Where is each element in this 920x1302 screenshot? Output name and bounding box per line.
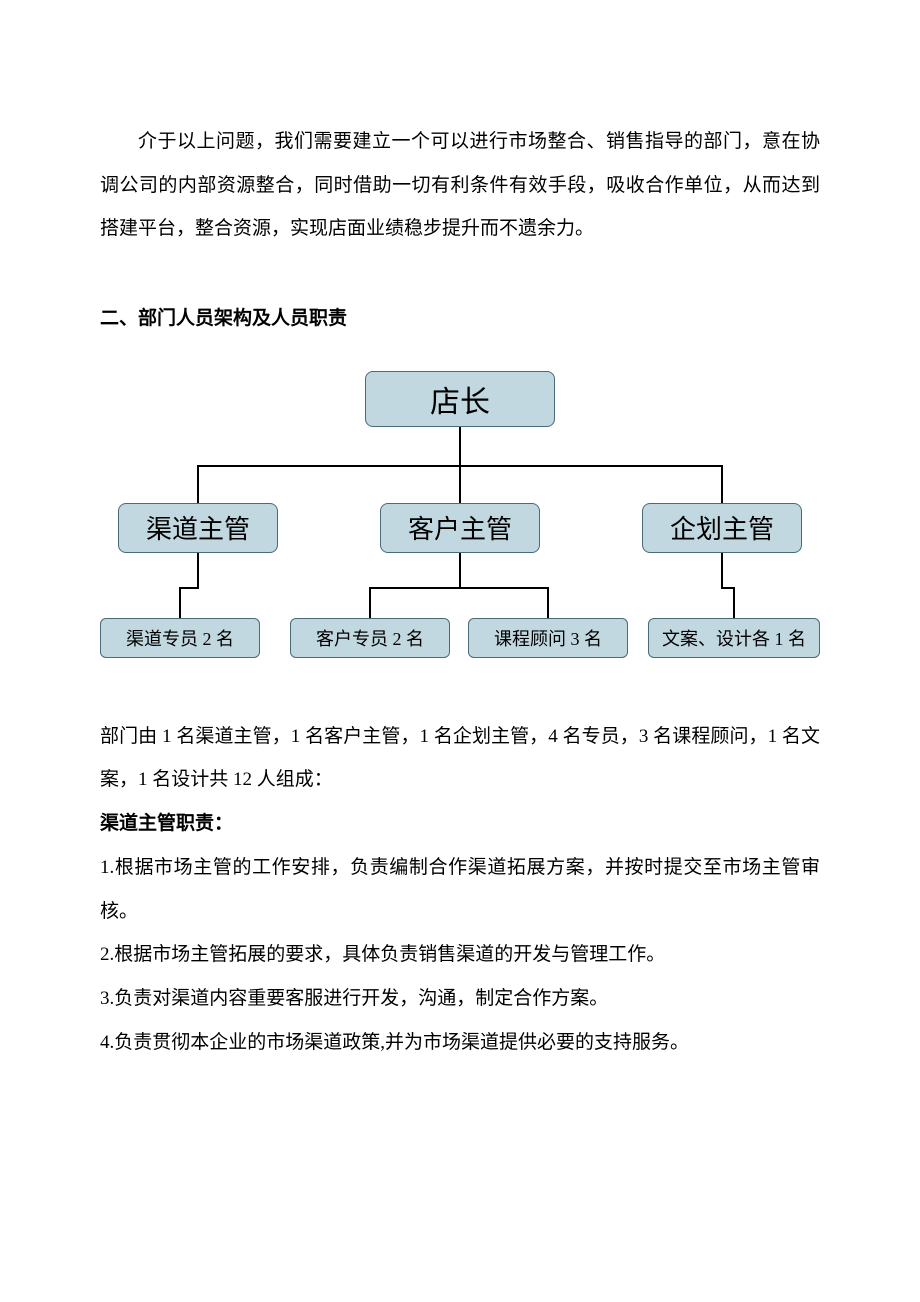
chart-connector bbox=[459, 465, 461, 503]
org-node-course-advisor: 课程顾问 3 名 bbox=[468, 618, 628, 658]
org-node-label: 课程顾问 3 名 bbox=[494, 625, 602, 651]
chart-connector bbox=[721, 553, 723, 589]
org-node-channel-staff: 渠道专员 2 名 bbox=[100, 618, 260, 658]
chart-connector bbox=[197, 465, 199, 503]
org-node-label: 客户专员 2 名 bbox=[316, 625, 424, 651]
org-node-customer-staff: 客户专员 2 名 bbox=[290, 618, 450, 658]
org-node-label: 渠道主管 bbox=[146, 509, 250, 546]
chart-connector bbox=[369, 587, 549, 589]
chart-connector bbox=[197, 553, 199, 589]
duties-heading: 渠道主管职责： bbox=[100, 802, 820, 846]
org-chart: 店长 渠道主管 客户主管 企划主管 渠道专员 2 名 客户专员 2 名 课程顾问… bbox=[100, 371, 820, 671]
org-node-root: 店长 bbox=[365, 371, 555, 427]
org-node-label: 渠道专员 2 名 bbox=[126, 625, 234, 651]
chart-connector bbox=[733, 587, 735, 618]
org-node-label: 企划主管 bbox=[670, 509, 774, 546]
org-node-planning-mgr: 企划主管 bbox=[642, 503, 802, 553]
section-heading: 二、部门人员架构及人员职责 bbox=[100, 297, 820, 341]
intro-paragraph: 介于以上问题，我们需要建立一个可以进行市场整合、销售指导的部门，意在协调公司的内… bbox=[100, 120, 820, 251]
duty-item: 4.负责贯彻本企业的市场渠道政策,并为市场渠道提供必要的支持服务。 bbox=[100, 1021, 820, 1065]
chart-connector bbox=[721, 465, 723, 503]
org-node-label: 店长 bbox=[430, 377, 490, 421]
org-node-label: 客户主管 bbox=[408, 509, 512, 546]
chart-connector bbox=[459, 553, 461, 589]
duty-item: 3.负责对渠道内容重要客服进行开发，沟通，制定合作方案。 bbox=[100, 977, 820, 1021]
org-node-customer-mgr: 客户主管 bbox=[380, 503, 540, 553]
chart-connector bbox=[547, 587, 549, 618]
duty-item: 1.根据市场主管的工作安排，负责编制合作渠道拓展方案，并按时提交至市场主管审核。 bbox=[100, 846, 820, 933]
duty-item: 2.根据市场主管拓展的要求，具体负责销售渠道的开发与管理工作。 bbox=[100, 933, 820, 977]
chart-connector bbox=[369, 587, 371, 618]
chart-connector bbox=[179, 587, 199, 589]
chart-connector bbox=[179, 587, 181, 618]
chart-connector bbox=[459, 427, 461, 467]
org-node-channel-mgr: 渠道主管 bbox=[118, 503, 278, 553]
document-page: 介于以上问题，我们需要建立一个可以进行市场整合、销售指导的部门，意在协调公司的内… bbox=[0, 0, 920, 1124]
org-node-copy-design: 文案、设计各 1 名 bbox=[648, 618, 820, 658]
org-node-label: 文案、设计各 1 名 bbox=[662, 625, 806, 651]
summary-paragraph: 部门由 1 名渠道主管，1 名客户主管，1 名企划主管，4 名专员，3 名课程顾… bbox=[100, 715, 820, 802]
